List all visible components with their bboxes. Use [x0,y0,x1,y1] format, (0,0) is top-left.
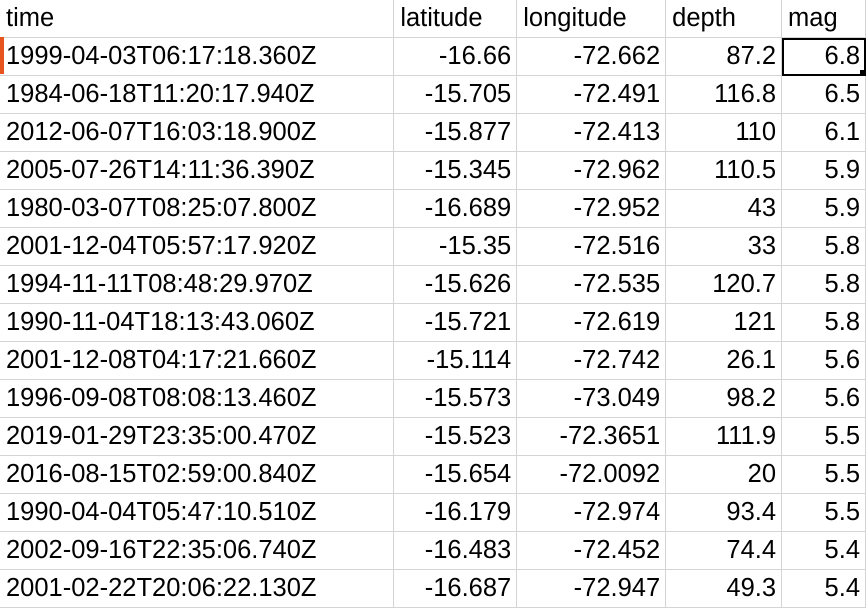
cell-depth[interactable]: 110.5 [665,151,783,190]
table-row: 1990-11-04T18:13:43.060Z -15.721 -72.619 12… [0,303,866,342]
cell-longitude[interactable]: -72.452 [516,531,667,570]
column-header-time[interactable]: time [0,0,395,38]
cell-longitude[interactable]: -72.742 [516,341,667,380]
active-cell-mag[interactable]: 6.8 [781,37,866,76]
cell-mag[interactable]: 5.8 [781,303,866,342]
cell-latitude[interactable]: -16.66 [393,37,518,76]
cell-time[interactable]: 1990-04-04T05:47:10.510Z [0,493,395,532]
table-row: 2002-09-16T22:35:06.740Z -16.483 -72.452 74… [0,531,866,570]
cell-latitude[interactable]: -15.114 [393,341,518,380]
cell-longitude[interactable]: -73.049 [516,379,667,418]
cell-longitude[interactable]: -72.516 [516,227,667,266]
cell-time[interactable]: 2016-08-15T02:59:00.840Z [0,455,395,494]
cell-longitude[interactable]: -72.962 [516,151,667,190]
cell-latitude[interactable]: -15.654 [393,455,518,494]
cell-latitude[interactable]: -16.179 [393,493,518,532]
cell-longitude[interactable]: -72.491 [516,75,667,114]
cell-latitude[interactable]: -15.35 [393,227,518,266]
cell-mag[interactable]: 5.4 [781,531,866,570]
cell-latitude[interactable]: -16.689 [393,189,518,228]
cell-mag[interactable]: 5.6 [781,341,866,380]
table-row: 2005-07-26T14:11:36.390Z -15.345 -72.962 11… [0,151,866,190]
column-header-latitude[interactable]: latitude [393,0,518,38]
cell-longitude[interactable]: -72.0092 [516,455,667,494]
cell-depth[interactable]: 87.2 [665,37,783,76]
cell-time[interactable]: 2001-02-22T20:06:22.130Z [0,569,395,608]
cell-depth[interactable]: 121 [665,303,783,342]
cell-depth[interactable]: 49.3 [665,569,783,608]
cell-mag[interactable]: 5.6 [781,379,866,418]
cell-mag[interactable]: 5.5 [781,417,866,456]
table-row: 2001-02-22T20:06:22.130Z -16.687 -72.947 49… [0,569,866,608]
cell-mag[interactable]: 5.9 [781,151,866,190]
cell-depth[interactable]: 74.4 [665,531,783,570]
column-header-longitude[interactable]: longitude [516,0,667,38]
cell-depth[interactable]: 116.8 [665,75,783,114]
cell-time[interactable]: 1999-04-03T06:17:18.360Z [0,37,395,76]
cell-longitude[interactable]: -72.662 [516,37,667,76]
cell-depth[interactable]: 120.7 [665,265,783,304]
cell-depth[interactable]: 98.2 [665,379,783,418]
cell-time[interactable]: 2001-12-08T04:17:21.660Z [0,341,395,380]
cell-time[interactable]: 1996-09-08T08:08:13.460Z [0,379,395,418]
cell-mag[interactable]: 5.8 [781,227,866,266]
cell-longitude[interactable]: -72.3651 [516,417,667,456]
cell-latitude[interactable]: -15.345 [393,151,518,190]
cell-time[interactable]: 2019-01-29T23:35:00.470Z [0,417,395,456]
cell-longitude[interactable]: -72.413 [516,113,667,152]
cell-mag[interactable]: 5.5 [781,493,866,532]
cell-mag[interactable]: 6.1 [781,113,866,152]
table-row: 1996-09-08T08:08:13.460Z -15.573 -73.049 98… [0,379,866,418]
table-row: 2019-01-29T23:35:00.470Z -15.523 -72.3651 1… [0,417,866,456]
table-row: 1994-11-11T08:48:29.970Z -15.626 -72.535 12… [0,265,866,304]
cell-time[interactable]: 1984-06-18T11:20:17.940Z [0,75,395,114]
cell-latitude[interactable]: -16.483 [393,531,518,570]
cell-time[interactable]: 2002-09-16T22:35:06.740Z [0,531,395,570]
fill-handle[interactable] [860,70,865,75]
column-header-mag[interactable]: mag [781,0,866,38]
column-header-depth[interactable]: depth [665,0,783,38]
table-row: 2012-06-07T16:03:18.900Z -15.877 -72.413 11… [0,113,866,152]
cell-longitude[interactable]: -72.974 [516,493,667,532]
cell-longitude[interactable]: -72.535 [516,265,667,304]
table-row: 1984-06-18T11:20:17.940Z -15.705 -72.491 11… [0,75,866,114]
cell-mag[interactable]: 5.9 [781,189,866,228]
cell-depth[interactable]: 33 [665,227,783,266]
cell-latitude[interactable]: -15.626 [393,265,518,304]
table-row: 2016-08-15T02:59:00.840Z -15.654 -72.0092 2… [0,455,866,494]
table-row: 2001-12-08T04:17:21.660Z -15.114 -72.742 26… [0,341,866,380]
table-row: 2001-12-04T05:57:17.920Z -15.35 -72.516 33 5… [0,227,866,266]
cell-mag[interactable]: 5.4 [781,569,866,608]
row-selection-marker [0,37,4,74]
cell-mag[interactable]: 5.8 [781,265,866,304]
cell-time[interactable]: 2001-12-04T05:57:17.920Z [0,227,395,266]
cell-mag[interactable]: 6.5 [781,75,866,114]
header-row: time latitude longitude depth mag [0,0,866,38]
cell-time[interactable]: 2005-07-26T14:11:36.390Z [0,151,395,190]
cell-longitude[interactable]: -72.619 [516,303,667,342]
cell-time[interactable]: 1990-11-04T18:13:43.060Z [0,303,395,342]
cell-depth[interactable]: 110 [665,113,783,152]
cell-depth[interactable]: 93.4 [665,493,783,532]
table-row: 1999-04-03T06:17:18.360Z -16.66 -72.662 87.… [0,37,866,76]
cell-depth[interactable]: 111.9 [665,417,783,456]
cell-latitude[interactable]: -15.573 [393,379,518,418]
cell-time[interactable]: 1994-11-11T08:48:29.970Z [0,265,395,304]
cell-latitude[interactable]: -15.523 [393,417,518,456]
cell-time[interactable]: 2012-06-07T16:03:18.900Z [0,113,395,152]
cell-longitude[interactable]: -72.947 [516,569,667,608]
cell-latitude[interactable]: -16.687 [393,569,518,608]
cell-latitude[interactable]: -15.705 [393,75,518,114]
cell-depth[interactable]: 20 [665,455,783,494]
cell-mag[interactable]: 5.5 [781,455,866,494]
table-row: 1980-03-07T08:25:07.800Z -16.689 -72.952 43… [0,189,866,228]
cell-longitude[interactable]: -72.952 [516,189,667,228]
cell-depth[interactable]: 26.1 [665,341,783,380]
cell-depth[interactable]: 43 [665,189,783,228]
cell-latitude[interactable]: -15.721 [393,303,518,342]
cell-latitude[interactable]: -15.877 [393,113,518,152]
cell-time[interactable]: 1980-03-07T08:25:07.800Z [0,189,395,228]
table-row: 1990-04-04T05:47:10.510Z -16.179 -72.974 93… [0,493,866,532]
